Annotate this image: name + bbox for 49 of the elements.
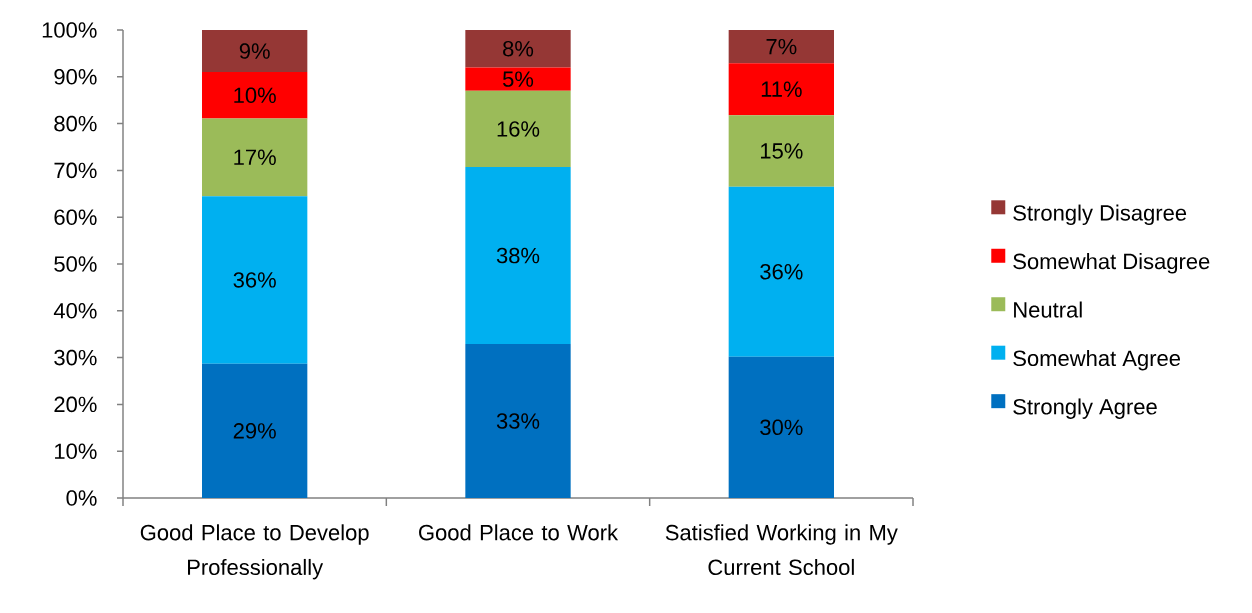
legend-label: Neutral <box>1014 301 1082 318</box>
y-tick-label: 100% <box>42 22 97 38</box>
y-tick-label: 60% <box>54 209 97 225</box>
bar <box>728 115 834 187</box>
data-label: 36% <box>760 263 803 280</box>
y-tick-label: 40% <box>53 303 97 319</box>
data-label: 11% <box>761 81 802 97</box>
data-label: 5% <box>502 71 534 87</box>
data-label: 29% <box>233 423 276 439</box>
y-tick-label: 30% <box>54 349 97 366</box>
bar <box>465 344 571 498</box>
legend-label: Strongly Agree <box>1013 398 1157 419</box>
data-label: 9% <box>239 43 270 59</box>
data-label: 15% <box>760 143 803 159</box>
y-tick-label: 0% <box>66 490 97 506</box>
bar <box>728 186 834 357</box>
y-tick-label: 70% <box>54 162 97 179</box>
x-tick-label: Good Place to Develop Professionally <box>140 524 369 580</box>
data-label: 8% <box>503 40 534 57</box>
legend-label: Somewhat Disagree <box>1013 253 1210 274</box>
bar <box>728 356 834 498</box>
bar <box>202 118 308 197</box>
data-label: 16% <box>497 121 540 137</box>
data-label: 33% <box>496 413 540 429</box>
x-tick-label: Satisfied Working in My Current School <box>665 524 898 576</box>
bar <box>202 72 308 119</box>
bar <box>202 363 308 498</box>
legend-label: Strongly Disagree <box>1013 204 1187 226</box>
bar <box>465 167 571 345</box>
data-label: 17% <box>234 149 276 165</box>
bar <box>465 29 571 68</box>
y-tick-label: 90% <box>54 69 97 85</box>
bar <box>728 29 834 64</box>
data-label: 36% <box>233 272 276 288</box>
y-tick-label: 50% <box>54 256 97 272</box>
x-tick-label: Good Place to Work <box>419 524 619 541</box>
bar <box>465 90 571 168</box>
bar <box>202 196 308 364</box>
y-tick-label: 20% <box>54 396 97 413</box>
bar <box>465 67 571 91</box>
bar <box>202 29 308 73</box>
data-label: 38% <box>496 247 540 264</box>
data-label: 10% <box>234 87 276 104</box>
y-tick-label: 80% <box>54 115 97 132</box>
legend-label: Somewhat Agree <box>1013 349 1181 371</box>
data-label: 30% <box>760 419 803 436</box>
data-label: 7% <box>766 38 797 55</box>
bar <box>728 63 834 116</box>
y-tick-label: 10% <box>55 443 97 459</box>
